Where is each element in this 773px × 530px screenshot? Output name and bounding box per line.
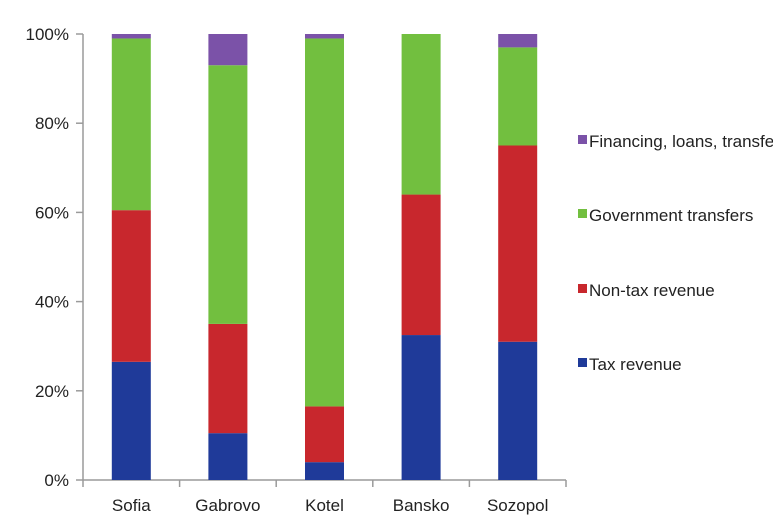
y-tick-label: 80% xyxy=(35,114,69,133)
x-tick-label: Kotel xyxy=(305,496,344,515)
y-tick-label: 40% xyxy=(35,293,69,312)
bar-segment xyxy=(401,34,441,195)
legend-label: Non-tax revenue xyxy=(589,281,715,300)
bar-segment xyxy=(208,34,248,66)
bar-segment xyxy=(111,210,151,362)
bars xyxy=(111,34,538,480)
x-tick-label: Bansko xyxy=(393,496,450,515)
bar-segment xyxy=(498,341,538,480)
bar-segment xyxy=(498,47,538,146)
y-tick-label: 20% xyxy=(35,382,69,401)
bar-segment xyxy=(208,65,248,324)
bar-segment xyxy=(111,34,151,39)
bar-segment xyxy=(208,433,248,480)
legend-swatch xyxy=(578,135,587,144)
legend-label: Financing, loans, transfers xyxy=(589,132,773,151)
bar-segment xyxy=(305,34,344,39)
bar-segment xyxy=(111,38,151,211)
bar-segment xyxy=(305,38,344,407)
legend-swatch xyxy=(578,209,587,218)
legend-label: Tax revenue xyxy=(589,355,682,374)
bar-segment xyxy=(111,361,151,480)
legend-label: Government transfers xyxy=(589,206,753,225)
x-tick-label: Sofia xyxy=(112,496,151,515)
legend-swatch xyxy=(578,284,587,293)
bar-segment xyxy=(401,194,441,336)
axes: 0% 20% 40% 60% 80% 100% Sofia Gabrovo Kotel Bansk… xyxy=(26,25,567,515)
y-tick-label: 60% xyxy=(35,203,69,222)
bar-segment xyxy=(305,406,344,463)
y-tick-label: 100% xyxy=(26,25,69,44)
x-tick-label: Sozopol xyxy=(487,496,548,515)
bar-segment xyxy=(498,145,538,342)
bar-segment xyxy=(208,323,248,434)
bar-segment xyxy=(498,34,538,48)
bar-segment xyxy=(401,335,441,480)
legend: Financing, loans, transfers Government tr… xyxy=(578,132,773,374)
legend-swatch xyxy=(578,358,587,367)
x-tick-label: Gabrovo xyxy=(195,496,260,515)
bar-segment xyxy=(305,462,344,480)
y-tick-label: 0% xyxy=(44,471,69,490)
